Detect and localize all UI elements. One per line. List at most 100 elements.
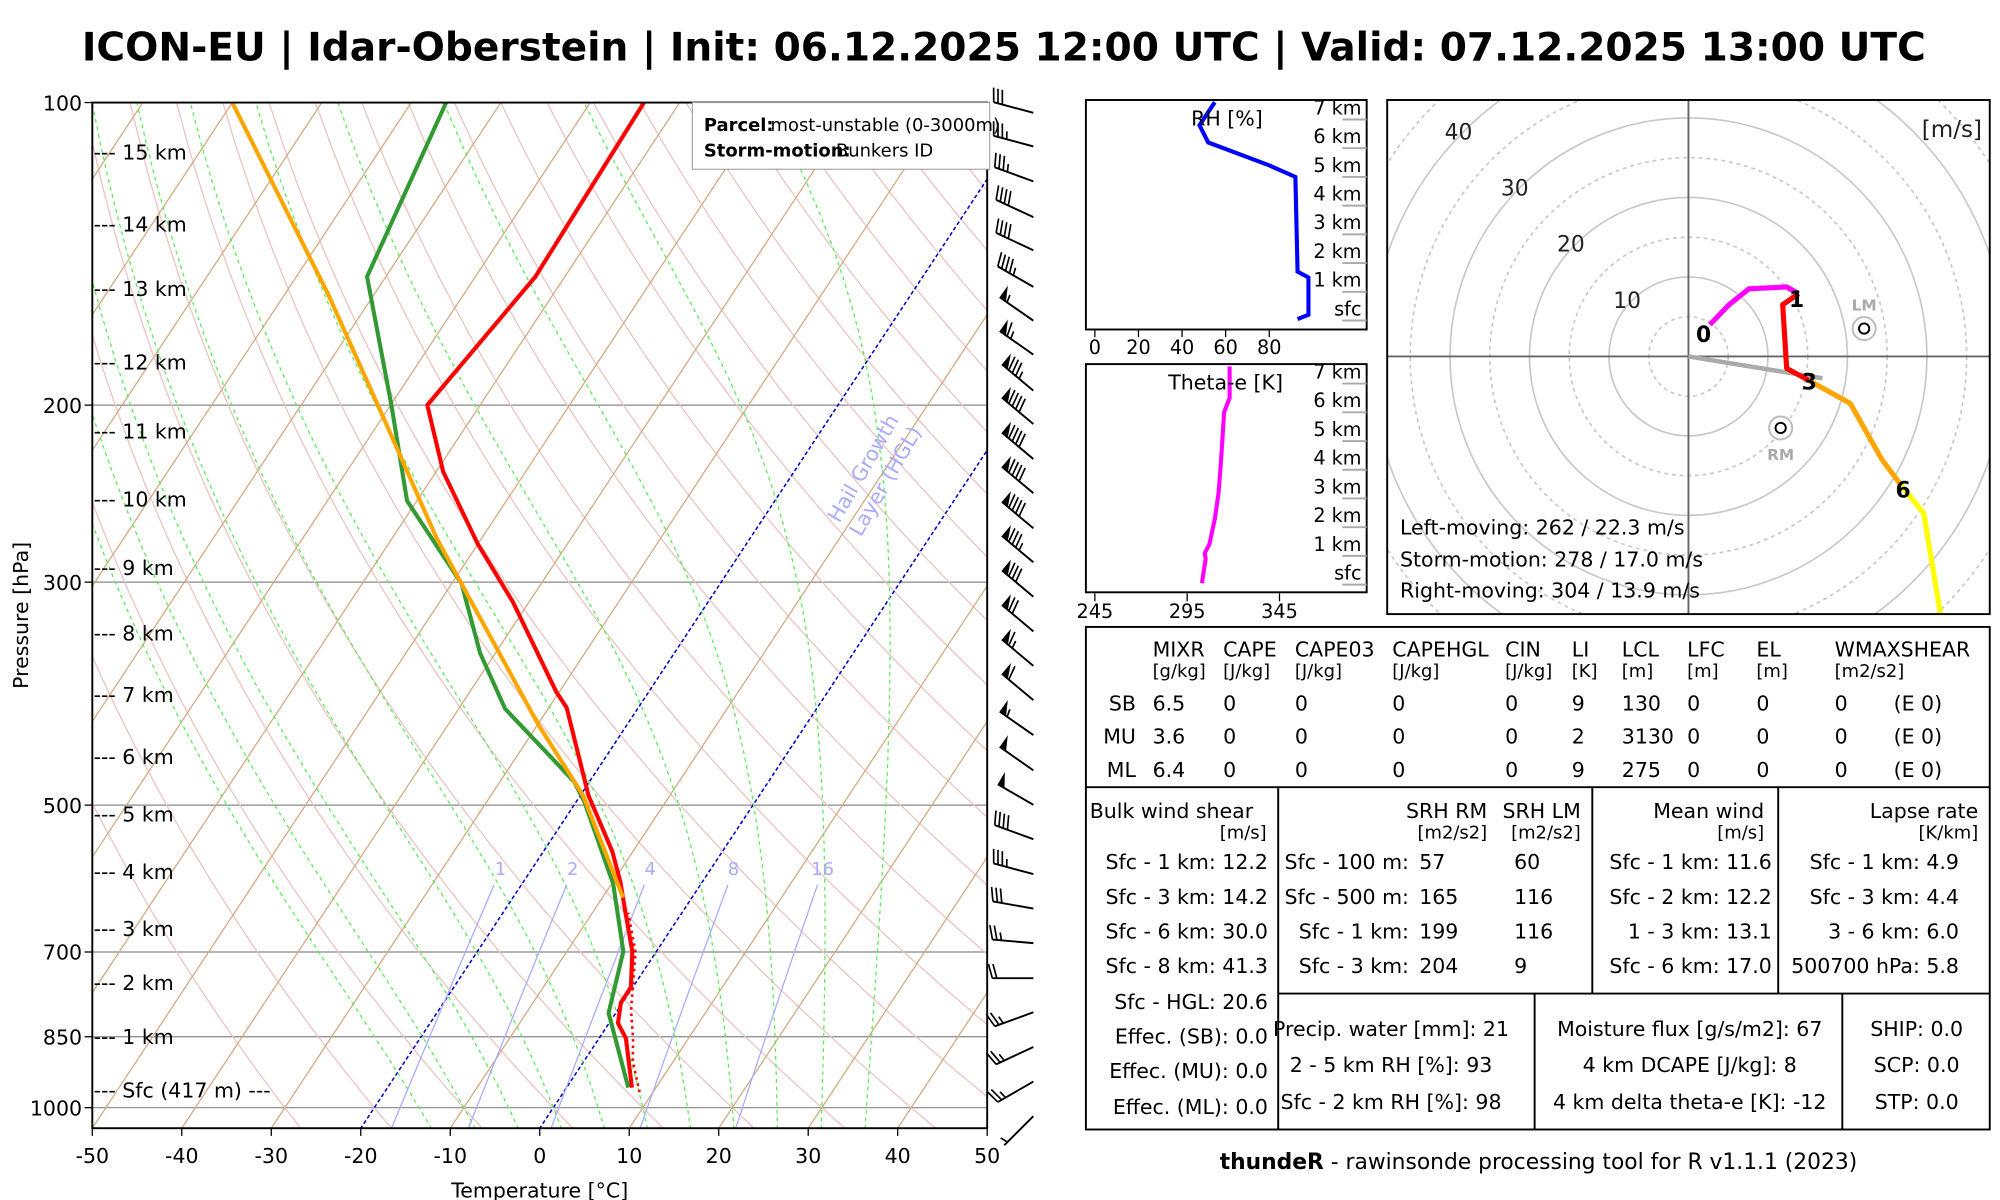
isotherm [92,102,591,859]
legend-parcel-label: Parcel: [704,115,774,136]
height-label: --- 15 km [94,141,187,165]
figure-title: ICON-EU | Idar-Oberstein | Init: 06.12.2… [82,25,1926,70]
param-value: 0 [1687,691,1700,715]
hodograph-segment [1807,378,1902,486]
dry-adiabat [453,102,988,818]
x-tick-label: 245 [1077,600,1114,623]
height-label: sfc [1334,561,1361,584]
storm-motion-dot [1774,421,1787,435]
mean-wind-row: Sfc - 2 km: 12.2 [1609,885,1771,909]
dry-adiabat [175,102,846,1129]
param-value: 0 [1295,725,1308,749]
x-tick-label: 345 [1261,600,1298,623]
wind-barb [996,252,1034,288]
height-label: 2 km [1313,240,1361,263]
height-label: --- 5 km [94,802,174,826]
param-value: 0 [1505,691,1518,715]
mean-wind-unit: [m/s] [1717,822,1764,843]
flux-row: Moisture flux [g/s/m2]: 67 [1557,1017,1822,1041]
param-header: CIN [1505,637,1541,661]
wind-barb [992,121,1034,148]
param-row-label: MU [1103,725,1136,749]
mixing-ratio-label: 1 [495,859,506,880]
param-header: LI [1572,637,1589,661]
param-header: CAPE [1223,637,1277,661]
srh-rm-value: 57 [1419,850,1445,874]
wind-barb [1001,559,1034,598]
param-value: 275 [1622,758,1661,782]
param-unit: [m] [1687,661,1718,682]
srh-lm-value: 60 [1514,850,1540,874]
storm-motion-marker [1851,316,1877,342]
height-label: 3 km [1313,211,1361,234]
footer: thundeR - rawinsonde processing tool for… [1220,1150,1857,1175]
x-axis-label: Temperature [°C] [450,1178,628,1200]
wind-barb [1001,525,1034,564]
x-tick-label: 60 [1213,336,1237,359]
wind-barb [986,1046,1034,1066]
x-tick-label: 295 [1169,600,1206,623]
height-label: 3 km [1313,475,1361,498]
param-value: 0 [1392,758,1405,782]
param-value: 2 [1572,725,1585,749]
wind-barb [1001,353,1034,392]
flux-row: 4 km DCAPE [J/kg]: 8 [1583,1053,1797,1077]
composite-index-row: SCP: 0.0 [1874,1053,1960,1077]
dry-adiabat [361,102,988,956]
x-tick-label: 40 [885,1144,911,1168]
y-tick-label: 200 [43,394,82,418]
srh-row-label: Sfc - 500 m: [1285,885,1409,909]
mixing-ratio-line [639,884,729,1129]
wind-barb [995,218,1034,252]
height-label: --- 4 km [94,860,174,884]
height-label: --- 3 km [94,917,174,941]
isotherm [92,102,770,1129]
height-label: --- 11 km [94,419,187,443]
dry-adiabat [592,102,988,622]
ring-label: 10 [1613,289,1641,314]
srh-rm-unit: [m2/s2] [1417,822,1487,843]
wind-barbs [985,87,1035,1146]
wind-barb [986,1080,1034,1103]
param-unit: [m] [1756,661,1787,682]
y-axis-label: Pressure [hPa] [9,542,33,689]
storm-motion-marker [1768,415,1794,441]
theta-e-panel: Theta-e [K] 7 km 6 km 5 km 4 km 3 km 2 km 1 km… [1077,360,1368,623]
lapse-rate-row: 500700 hPa: 5.8 [1791,954,1959,978]
x-tick-label: 0 [1089,336,1101,359]
right-moving-note: Right-moving: 304 / 13.9 m/s [1400,578,1700,602]
param-header: CAPEHGL [1392,637,1489,661]
param-unit: [J/kg] [1392,661,1439,682]
isotherm [92,102,502,723]
wind-barb [999,700,1034,736]
x-tick-label: -30 [255,1144,288,1168]
dewpoint-profile [364,102,631,1089]
flux-row: 4 km delta theta-e [K]: -12 [1553,1090,1826,1114]
height-label: 1 km [1313,269,1361,292]
footer-description: - rawinsonde processing tool for R v1.1.… [1324,1150,1857,1175]
hodograph-segment [1708,284,1800,327]
mean-wind-row: Sfc - 6 km: 17.0 [1609,954,1771,978]
mixing-ratio-label: 8 [728,859,739,880]
hodograph-segment [1780,291,1810,383]
height-marker-label: 3 [1802,371,1817,396]
param-unit: [J/kg] [1505,661,1552,682]
lapse-rate-unit: [K/km] [1919,822,1979,843]
storm-motion-note: Storm-motion: 278 / 17.0 m/s [1400,548,1703,572]
height-label: --- 14 km [94,212,187,236]
moist-adiabat [92,279,519,1129]
wind-barb [990,886,1034,910]
srh-lm-value: 9 [1514,954,1527,978]
rh-title: RH [%] [1191,107,1263,131]
param-unit: [m2/s2] [1835,661,1905,682]
param-header: EL [1756,637,1781,661]
x-tick-label: 0 [533,1144,546,1168]
isotherm [628,584,988,1129]
height-label: sfc [1334,297,1361,320]
dry-adiabat [268,102,988,1098]
height-label: 2 km [1313,504,1361,527]
skewt-profiles [230,102,646,1093]
param-value: 0 [1756,691,1769,715]
ring-label: 30 [1501,176,1529,201]
